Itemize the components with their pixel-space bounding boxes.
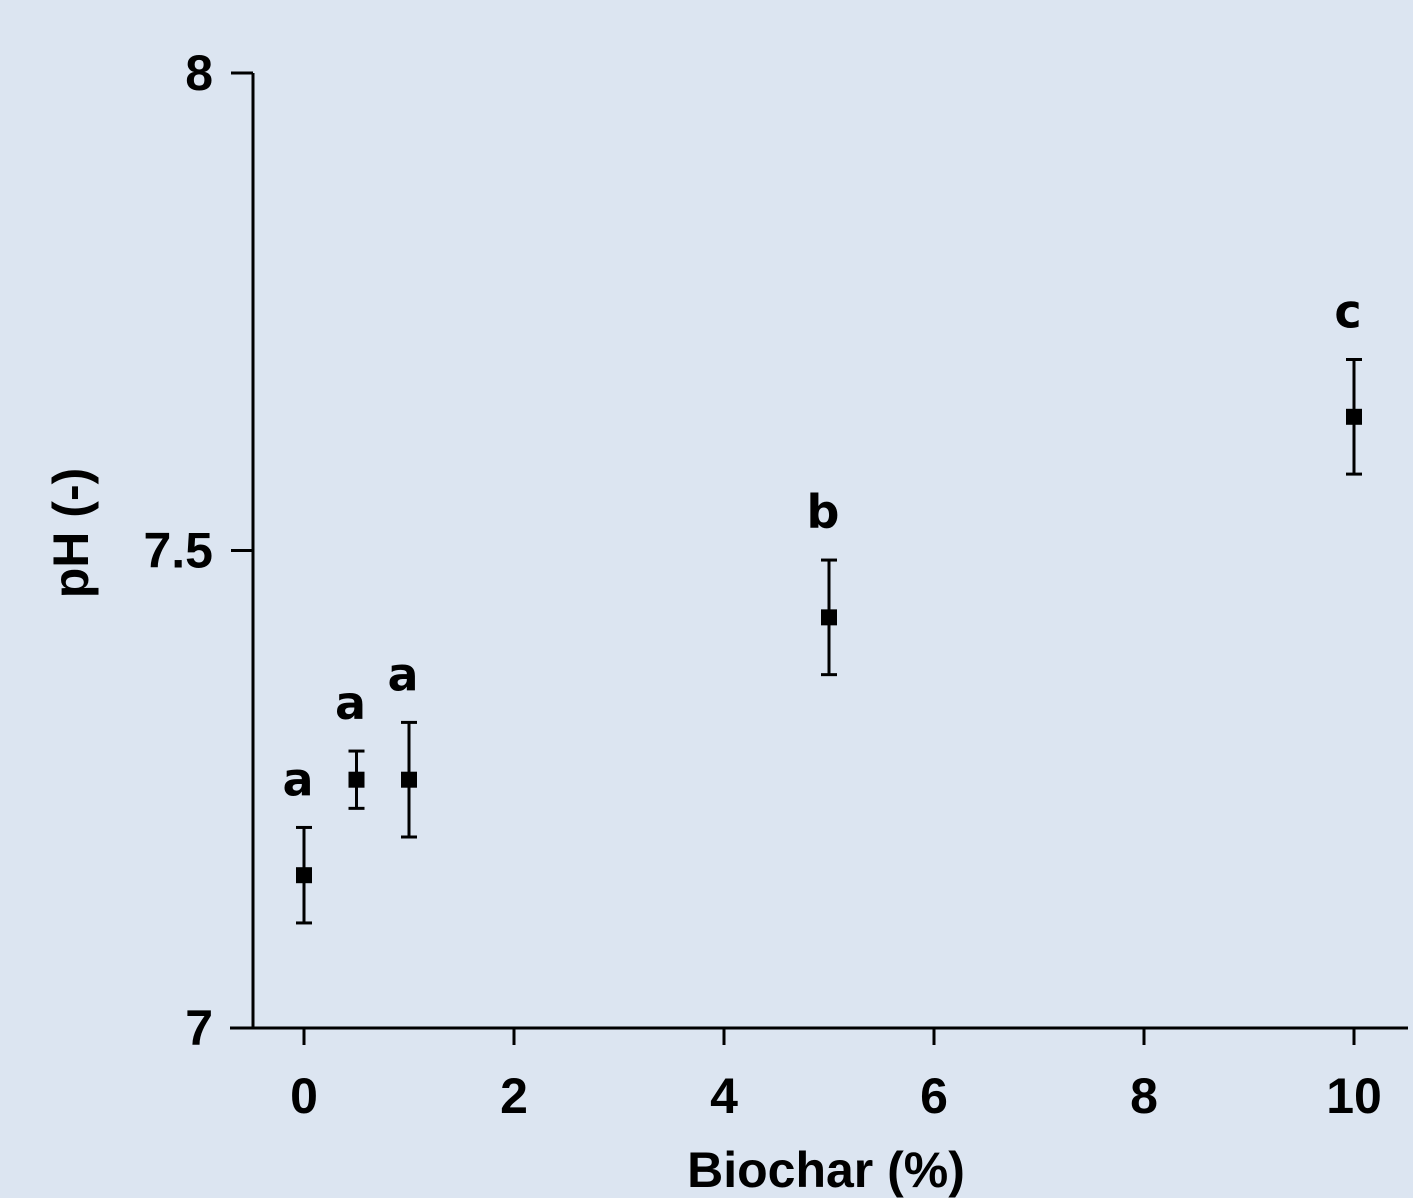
data-point	[296, 867, 312, 884]
significance-letter: b	[807, 485, 840, 539]
data-point	[1346, 408, 1362, 425]
x-tick-label: 6	[920, 1068, 948, 1124]
x-axis-title: Biochar (%)	[687, 1142, 965, 1198]
significance-letter: c	[1334, 285, 1361, 339]
x-tick-label: 0	[290, 1068, 318, 1124]
y-tick-label: 7.5	[143, 523, 213, 579]
data-points	[296, 408, 1362, 884]
error-bars	[296, 358, 1362, 925]
y-axis-title: pH (-)	[43, 468, 99, 599]
x-ticks: 0 2 4 6 8 10	[290, 1028, 1382, 1124]
significance-letter: a	[282, 752, 313, 806]
x-tick-label: 10	[1326, 1068, 1382, 1124]
x-tick-label: 8	[1130, 1068, 1158, 1124]
data-point	[401, 771, 417, 788]
y-ticks: 77.58	[143, 45, 253, 1056]
axes	[230, 73, 1408, 1030]
y-tick-label: 7	[185, 1000, 213, 1056]
x-tick-label: 4	[710, 1068, 738, 1124]
data-point	[348, 771, 365, 788]
data-point	[821, 609, 837, 626]
significance-letter: a	[387, 647, 418, 701]
significance-letter: a	[335, 676, 366, 730]
y-tick-label: 8	[185, 45, 213, 101]
x-tick-label: 2	[500, 1068, 528, 1124]
